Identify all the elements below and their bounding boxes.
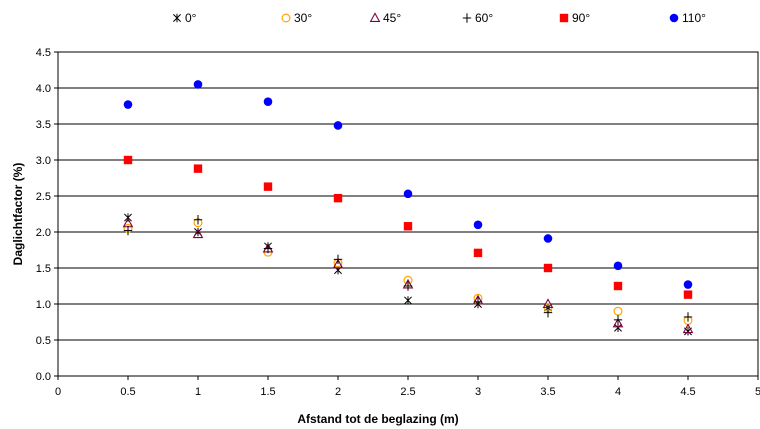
- legend-marker: [173, 13, 181, 23]
- legend-label: 60°: [475, 11, 493, 25]
- legend-label: 110°: [682, 11, 706, 25]
- legend-marker: [281, 13, 291, 23]
- data-point: [333, 121, 343, 130]
- data-point: [333, 254, 343, 265]
- data-point: [613, 261, 623, 271]
- data-point: [123, 225, 133, 236]
- legend-item: 110°: [669, 11, 706, 25]
- y-axis-title: Daglichtfactor (%): [11, 163, 25, 266]
- data-point: [193, 164, 203, 173]
- data-point: [683, 280, 693, 289]
- legend-label: 45°: [383, 11, 401, 25]
- data-point: [403, 222, 413, 231]
- y-tick-label: 3.5: [36, 119, 51, 131]
- y-tick-label: 1.0: [36, 299, 51, 311]
- data-point: [263, 97, 273, 106]
- data-point: [193, 80, 203, 89]
- legend-item: 90°: [559, 11, 590, 25]
- data-point: [543, 263, 553, 273]
- x-axis-title: Afstand tot de beglazing (m): [297, 412, 458, 426]
- data-point: [263, 243, 273, 254]
- data-point: [473, 297, 483, 307]
- data-point: [543, 307, 553, 318]
- x-tick-label: 2: [335, 386, 341, 398]
- x-tick-label: 3.5: [540, 386, 555, 398]
- data-point: [332, 258, 344, 269]
- gridlines: [58, 87, 758, 341]
- data-point: [123, 100, 133, 109]
- legend-item: 45°: [369, 11, 401, 25]
- legend-item: 30°: [281, 11, 312, 25]
- legend-item: 60°: [462, 11, 493, 25]
- data-point: [333, 193, 343, 203]
- data-point: [403, 189, 413, 199]
- data-point: [404, 296, 412, 305]
- data-point: [124, 213, 132, 222]
- x-tick-label: 2.5: [400, 386, 415, 398]
- x-tick-label: 0: [55, 386, 61, 398]
- data-point: [473, 248, 483, 258]
- x-tick-label: 3: [475, 386, 481, 398]
- x-tick-label: 1.5: [260, 386, 275, 398]
- y-tick-label: 0.5: [36, 335, 51, 347]
- data-point: [542, 298, 554, 308]
- data-point: [613, 306, 623, 316]
- legend-label: 90°: [572, 11, 590, 25]
- x-tick-label: 0.5: [120, 386, 135, 398]
- plot-area: [57, 51, 759, 377]
- y-tick-label: 2.0: [36, 227, 51, 239]
- legend-label: 0°: [185, 11, 197, 25]
- y-tick-label: 4.5: [36, 47, 51, 59]
- data-point: [263, 182, 273, 191]
- data-point: [192, 228, 204, 239]
- data-point: [193, 215, 203, 225]
- y-tick-label: 4.0: [36, 83, 51, 95]
- y-tick-label: 2.5: [36, 191, 51, 203]
- data-point: [614, 323, 622, 332]
- y-tick-label: 0.0: [36, 371, 51, 383]
- legend-item: 0°: [173, 11, 197, 25]
- data-point: [123, 155, 133, 165]
- data-point: [683, 312, 693, 322]
- x-tick-label: 4: [615, 386, 621, 398]
- x-axis-ticks: 0 0.5 1 1.5 2 2.5 3 3.5 4 4.5 5: [55, 376, 760, 398]
- data-point: [473, 220, 483, 230]
- data-point: [543, 234, 553, 243]
- legend-marker: [669, 13, 679, 23]
- legend-marker: [462, 13, 472, 23]
- data-point: [403, 281, 413, 291]
- legend-marker: [559, 13, 569, 23]
- x-tick-label: 1: [195, 386, 201, 398]
- data-points: [122, 80, 694, 336]
- x-tick-label: 4.5: [680, 386, 695, 398]
- legend-marker: [369, 12, 381, 22]
- legend-label: 30°: [294, 11, 312, 25]
- legend: 0° 30° 45° 60° 90° 110°: [173, 11, 706, 25]
- y-tick-label: 3.0: [36, 155, 51, 167]
- data-point: [613, 281, 623, 291]
- data-point: [682, 323, 694, 334]
- y-tick-label: 1.5: [36, 263, 51, 275]
- data-point: [612, 317, 624, 328]
- y-axis-ticks: 0.0 0.5 1.0 1.5 2.0 2.5 3.0 3.5 4.0 4.5: [36, 47, 58, 383]
- x-tick-label: 5: [755, 386, 760, 398]
- data-point: [613, 315, 623, 325]
- data-point: [683, 290, 693, 299]
